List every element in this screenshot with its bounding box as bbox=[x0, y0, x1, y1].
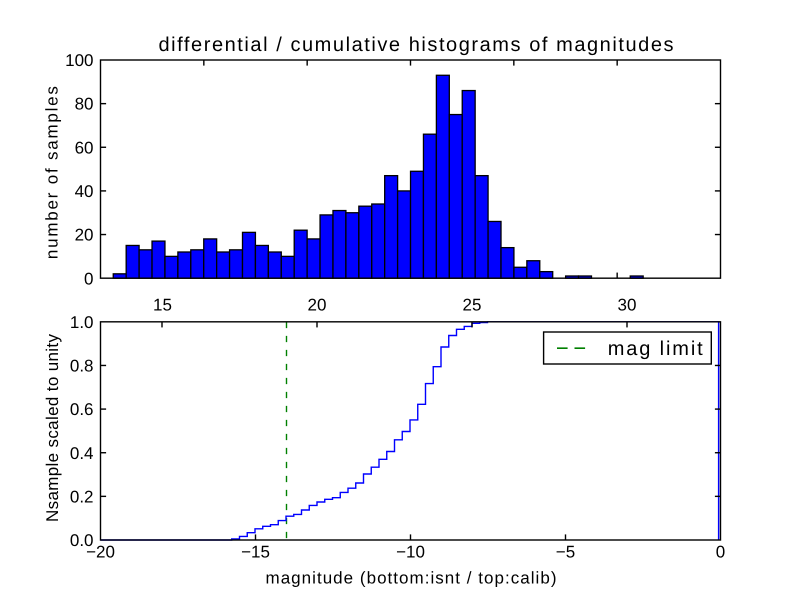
svg-text:20: 20 bbox=[308, 296, 327, 315]
svg-text:0: 0 bbox=[716, 543, 725, 562]
svg-text:−10: −10 bbox=[396, 543, 425, 562]
svg-text:0.2: 0.2 bbox=[70, 487, 94, 506]
svg-text:magnitude (bottom:isnt / top:c: magnitude (bottom:isnt / top:calib) bbox=[266, 569, 557, 588]
svg-text:0.4: 0.4 bbox=[70, 444, 94, 463]
svg-text:number of samples: number of samples bbox=[43, 86, 62, 259]
svg-text:30: 30 bbox=[618, 296, 637, 315]
svg-text:−5: −5 bbox=[556, 543, 575, 562]
svg-text:80: 80 bbox=[75, 95, 94, 114]
svg-text:0.0: 0.0 bbox=[70, 531, 94, 550]
svg-text:1.0: 1.0 bbox=[70, 313, 94, 332]
svg-text:100: 100 bbox=[65, 51, 93, 70]
svg-text:40: 40 bbox=[75, 182, 94, 201]
svg-text:25: 25 bbox=[463, 296, 482, 315]
svg-text:−20: −20 bbox=[86, 543, 115, 562]
svg-text:0.8: 0.8 bbox=[70, 357, 94, 376]
svg-text:15: 15 bbox=[153, 296, 172, 315]
svg-text:0: 0 bbox=[84, 269, 93, 288]
svg-text:20: 20 bbox=[75, 226, 94, 245]
svg-text:−15: −15 bbox=[241, 543, 270, 562]
svg-text:Nsample scaled to unity: Nsample scaled to unity bbox=[43, 334, 62, 523]
svg-text:0.6: 0.6 bbox=[70, 400, 94, 419]
svg-text:differential / cumulative hist: differential / cumulative histograms of … bbox=[159, 34, 674, 56]
svg-text:60: 60 bbox=[75, 138, 94, 157]
svg-text:mag limit: mag limit bbox=[608, 338, 703, 360]
